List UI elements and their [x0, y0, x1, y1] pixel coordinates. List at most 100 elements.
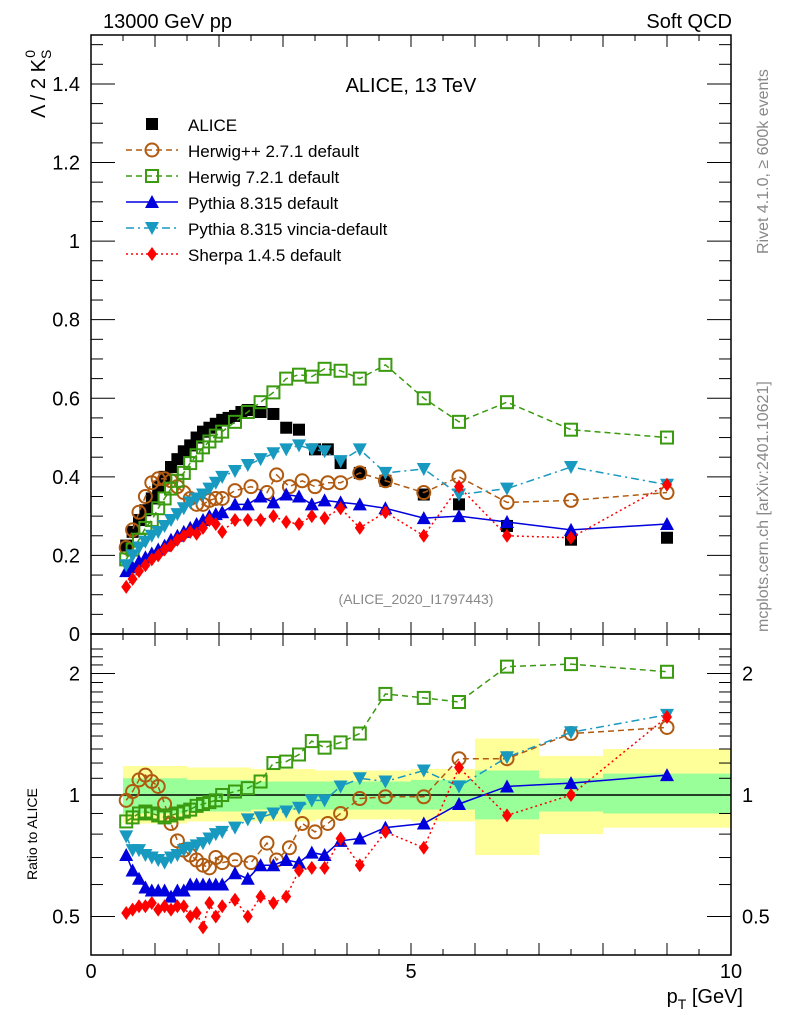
data-point: [281, 515, 292, 530]
main-panel: 0 0.2 0.4 0.6 0.8 1 1.2 1.4: [52, 34, 732, 646]
data-point: [164, 514, 178, 528]
ratio-data-point: [259, 835, 275, 851]
ratio-data-point: [281, 889, 292, 904]
data-point: [210, 516, 221, 531]
y-tick-label: 1.2: [52, 153, 80, 175]
ratio-data-point: [377, 789, 393, 805]
data-point: [352, 497, 367, 511]
data-point: [452, 414, 466, 429]
ratio-data-point: [134, 899, 144, 914]
data-point: [416, 485, 432, 501]
data-point: [333, 455, 348, 469]
y-axis-label-main: Λ / 2 KS0: [22, 50, 54, 118]
data-point: [566, 530, 576, 545]
data-point: [134, 564, 144, 579]
ratio-data-point: [210, 909, 221, 924]
data-point: [228, 414, 242, 429]
rivet-label: Rivet 4.1.0, ≥ 600k events: [755, 69, 772, 254]
ratio-data-point: [307, 824, 323, 840]
ratio-y-tick-label: 0.5: [52, 907, 80, 929]
y-tick-label: 0.6: [52, 388, 80, 410]
data-point: [230, 513, 240, 528]
data-point: [378, 357, 393, 372]
ratio-data-point: [320, 815, 336, 831]
data-point: [333, 475, 349, 491]
ratio-data-point: [352, 726, 367, 741]
data-point: [208, 476, 223, 490]
data-point: [304, 369, 319, 384]
data-point: [176, 502, 191, 516]
data-point: [268, 509, 279, 524]
ratio-data-point: [319, 860, 330, 875]
ratio-series-pythia-8-315-default: [119, 768, 674, 903]
legend-marker: [145, 222, 159, 235]
ratio-data-point: [240, 871, 255, 885]
ratio-data-point: [564, 657, 578, 672]
data-point: [319, 511, 330, 526]
ratio-data-point: [198, 920, 208, 935]
data-point: [293, 423, 305, 436]
data-point: [170, 508, 185, 522]
ratio-y-tick-label: 1: [69, 785, 80, 807]
data-point: [208, 490, 224, 506]
ratio-series-sherpa-1-4-5-default: [121, 710, 672, 935]
ratio-data-point: [215, 877, 230, 891]
y-tick-label: 0.2: [52, 545, 80, 567]
ratio-data-point: [292, 801, 306, 815]
data-point: [378, 466, 393, 480]
legend-label: Sherpa 1.4.5 default: [188, 246, 341, 265]
y-tick-label: 1: [69, 231, 80, 253]
data-point: [253, 453, 268, 467]
data-point: [266, 385, 281, 400]
y-tick-label: 0.4: [52, 467, 80, 489]
ratio-data-point: [230, 892, 240, 907]
ratio-data-point: [294, 815, 310, 831]
data-point: [132, 541, 146, 555]
data-point: [281, 479, 297, 495]
data-point: [499, 494, 515, 510]
ratio-data-point: [304, 845, 319, 859]
data-point: [255, 513, 266, 528]
data-point: [166, 538, 176, 553]
ratio-data-point: [452, 780, 466, 794]
data-point: [660, 430, 674, 445]
ratio-data-point: [255, 889, 266, 904]
data-point: [138, 535, 153, 549]
data-point: [453, 498, 465, 511]
data-point: [333, 363, 348, 378]
y-tick-label: 0: [69, 624, 80, 646]
series-line: [125, 444, 668, 566]
data-point: [306, 509, 317, 524]
ratio-data-point: [279, 805, 294, 819]
data-point: [292, 489, 306, 503]
legend-item: Herwig++ 2.7.1 default: [126, 142, 359, 161]
ratio-data-point: [333, 780, 348, 794]
ratio-data-point: [196, 837, 210, 851]
data-point: [151, 525, 166, 539]
data-point: [352, 443, 367, 457]
y-axis-label-ratio: Ratio to ALICE: [24, 788, 40, 880]
ratio-data-point: [416, 690, 431, 705]
legend: ALICE Herwig++ 2.7.1 default Herwig 7.2.1 …: [126, 116, 388, 265]
data-point: [304, 443, 319, 457]
data-point: [380, 505, 391, 520]
legend-marker: [145, 195, 159, 208]
data-point: [243, 479, 259, 495]
data-point: [157, 519, 172, 533]
ratio-data-point: [178, 899, 189, 914]
data-point: [269, 467, 285, 483]
ratio-series-pythia-8-315-vincia-default: [119, 708, 674, 870]
ratio-data-point: [317, 848, 332, 862]
data-point: [253, 489, 268, 503]
data-point: [198, 520, 208, 535]
ratio-data-point: [191, 906, 202, 921]
legend-item: Sherpa 1.4.5 default: [126, 246, 341, 265]
ratio-data-point: [253, 774, 268, 789]
data-point: [500, 482, 514, 496]
ratio-data-point: [352, 791, 368, 807]
svg-text:Λ / 2 KS0: Λ / 2 KS0: [22, 50, 54, 118]
ratio-series-line: [125, 714, 668, 864]
legend-item: ALICE: [146, 116, 237, 135]
y-tick-label: 1.4: [52, 74, 80, 96]
data-point: [125, 549, 140, 563]
